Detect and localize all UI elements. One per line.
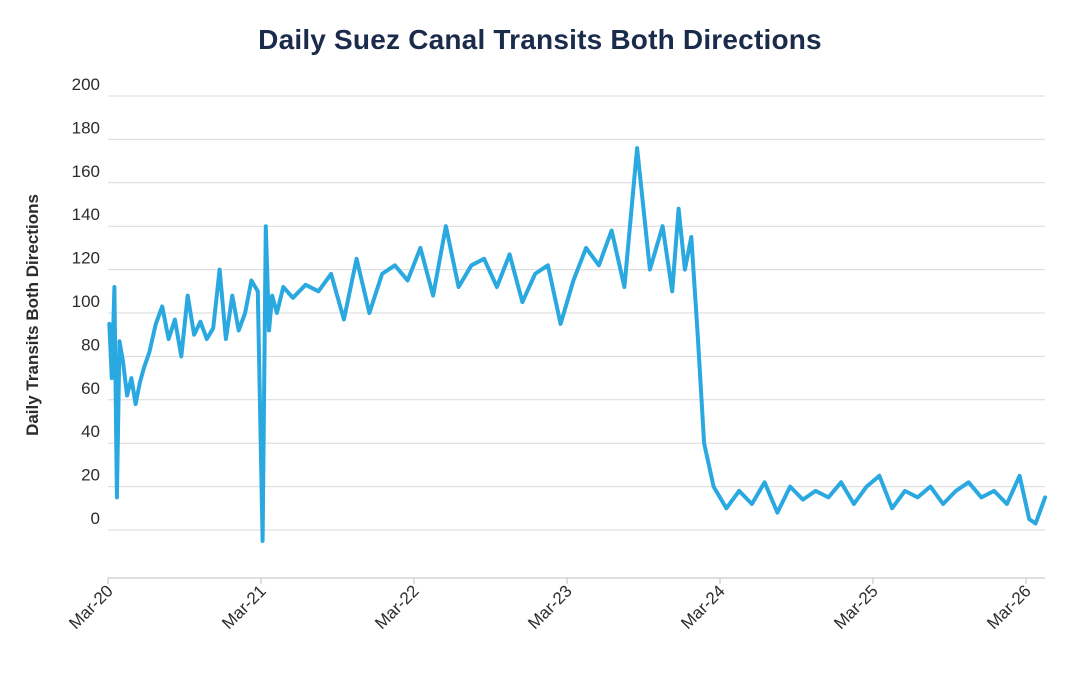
chart-title: Daily Suez Canal Transits Both Direction… xyxy=(258,24,822,55)
y-tick-label: 160 xyxy=(72,162,100,181)
x-tick-label: Mar-20 xyxy=(65,581,117,633)
x-axis-ticks: Mar-20 Mar-21 Mar-22 Mar-23 Mar-24 Mar-25 Mar-… xyxy=(65,578,1035,633)
y-axis-ticks: 0 20 40 60 80 100 120 140 160 180 200 xyxy=(72,75,100,528)
y-tick-label: 200 xyxy=(72,75,100,94)
x-tick-label: Mar-22 xyxy=(371,581,423,633)
y-tick-label: 60 xyxy=(81,379,100,398)
y-tick-label: 140 xyxy=(72,205,100,224)
y-tick-label: 180 xyxy=(72,118,100,137)
y-tick-label: 80 xyxy=(81,335,100,354)
y-tick-label: 100 xyxy=(72,292,100,311)
x-tick-label: Mar-24 xyxy=(677,581,729,633)
x-tick-label: Mar-25 xyxy=(830,581,882,633)
series-line xyxy=(107,146,1048,543)
y-tick-label: 0 xyxy=(91,509,100,528)
y-axis-label: Daily Transits Both Directions xyxy=(23,194,42,436)
x-tick-label: Mar-21 xyxy=(218,581,270,633)
y-tick-label: 40 xyxy=(81,422,100,441)
series-layer xyxy=(107,146,1048,543)
y-tick-label: 120 xyxy=(72,249,100,268)
y-tick-label: 20 xyxy=(81,466,100,485)
x-tick-label: Mar-26 xyxy=(983,581,1035,633)
x-tick-label: Mar-23 xyxy=(524,581,576,633)
gridlines xyxy=(108,95,1045,531)
